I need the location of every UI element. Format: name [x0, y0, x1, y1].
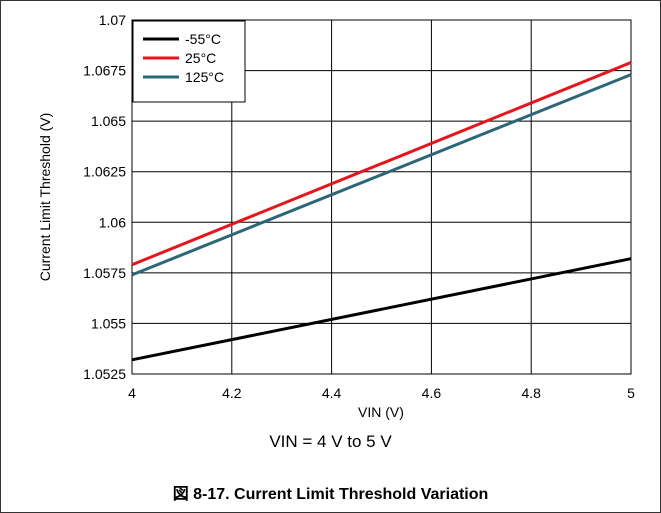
plot-area-border [131, 19, 632, 375]
x-tick-label: 4 [128, 385, 136, 401]
series-lines [131, 61, 632, 362]
y-tick-label: 1.0675 [83, 63, 126, 79]
test-condition: VIN = 4 V to 5 V [269, 432, 392, 451]
x-tick-label: 5 [627, 385, 635, 401]
x-tick-label: 4.2 [222, 385, 242, 401]
series-line [131, 257, 632, 362]
series-line [131, 73, 632, 277]
legend-label: 125°C [185, 69, 224, 85]
x-axis-title: VIN (V) [358, 404, 404, 420]
line-chart: 4 4.2 4.4 4.6 4.8 5 1.0525 1.055 1.0575 1.06 1.06… [37, 12, 635, 420]
legend: -55°C 25°C 125°C [132, 20, 246, 103]
legend-box [132, 20, 246, 103]
y-tick-label: 1.06 [99, 214, 126, 230]
y-tick-label: 1.07 [99, 12, 126, 28]
y-tick-labels: 1.0525 1.055 1.0575 1.06 1.0625 1.065 1.0675 1.… [83, 12, 126, 382]
legend-label: -55°C [185, 31, 221, 47]
y-tick-label: 1.0575 [83, 265, 126, 281]
x-tick-labels: 4 4.2 4.4 4.6 4.8 5 [128, 385, 635, 401]
y-tick-label: 1.065 [91, 113, 126, 129]
x-tick-label: 4.8 [521, 385, 541, 401]
figure-caption: 図 8-17. Current Limit Threshold Variatio… [172, 486, 489, 503]
x-tick-label: 4.4 [322, 385, 342, 401]
y-tick-label: 1.0525 [83, 366, 126, 382]
y-axis-title: Current Limit Threshold (V) [37, 113, 53, 282]
x-tick-label: 4.6 [422, 385, 442, 401]
y-tick-label: 1.0625 [83, 164, 126, 180]
y-tick-label: 1.055 [91, 315, 126, 331]
series-line [131, 61, 632, 267]
legend-label: 25°C [185, 50, 216, 66]
